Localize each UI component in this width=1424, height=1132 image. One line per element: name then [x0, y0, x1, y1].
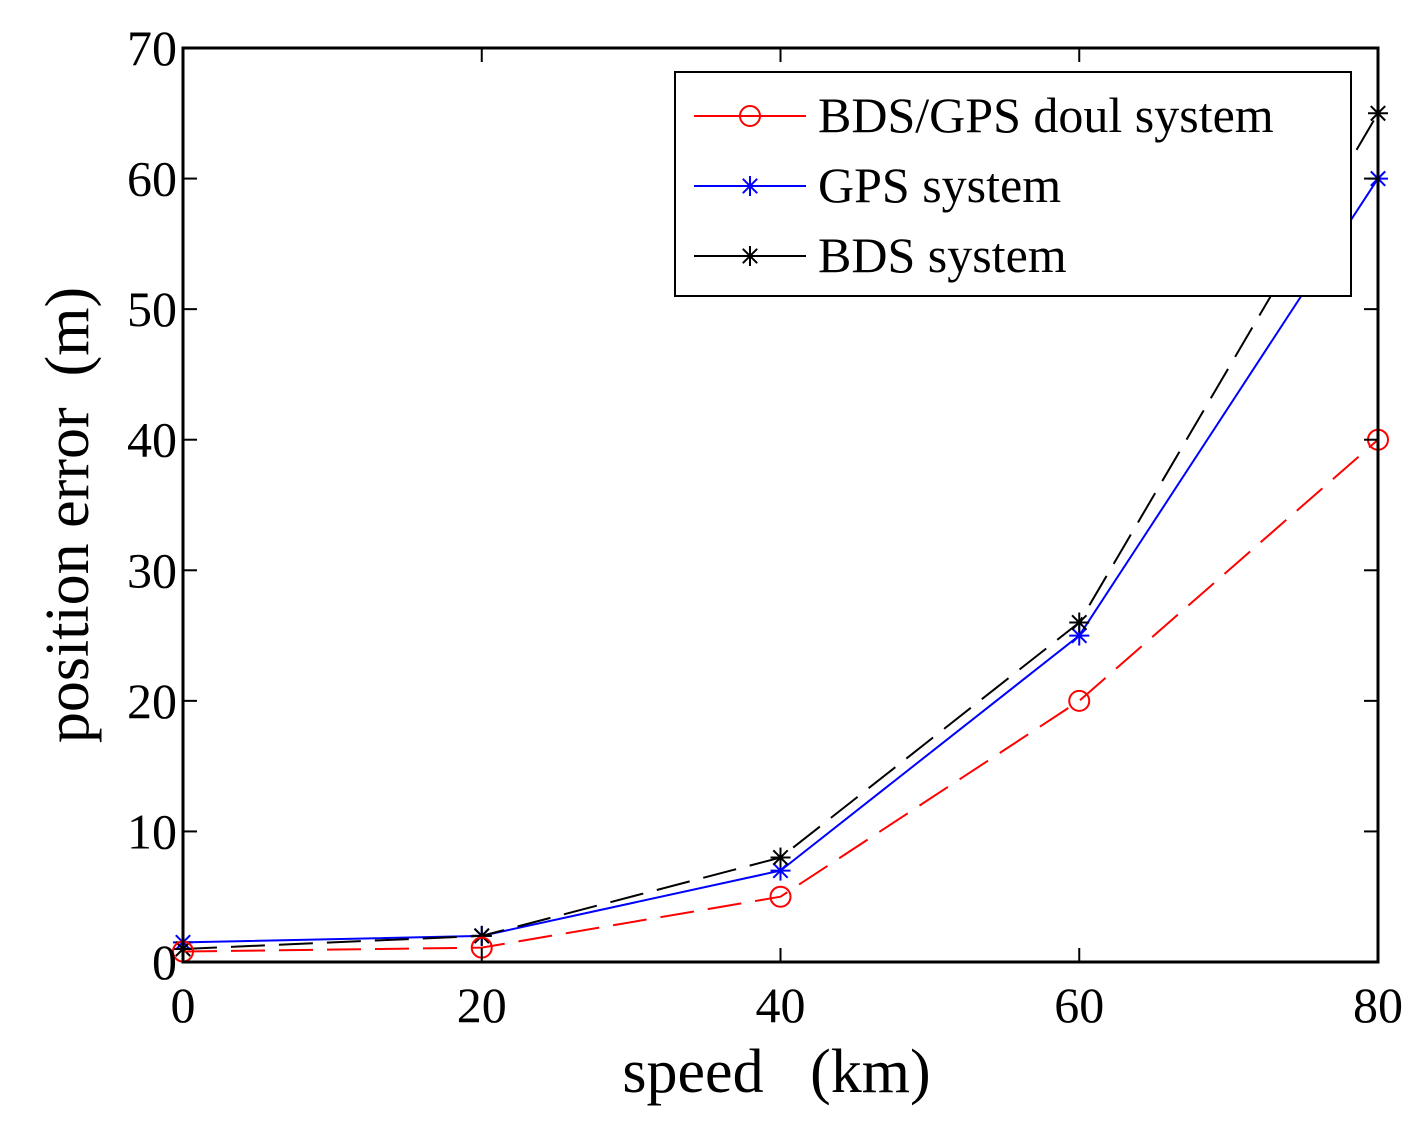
legend-label: GPS system: [818, 157, 1061, 213]
x-axis-title: speed (km): [622, 1038, 930, 1106]
legend-box: [674, 71, 1352, 297]
legend-entry: BDS/GPS doul system: [694, 87, 1274, 143]
data-point: [1069, 612, 1090, 633]
series-2: [173, 103, 1388, 959]
series-layer: [172, 103, 1389, 963]
y-axis-title: position error (m): [34, 287, 102, 743]
legend-label: BDS/GPS doul system: [818, 87, 1274, 143]
legend-marker: [740, 246, 760, 266]
y-tick-label: 50: [127, 281, 177, 337]
data-point: [1068, 689, 1091, 712]
x-tick-label: 80: [1353, 977, 1403, 1033]
y-tick-label: 60: [127, 151, 177, 207]
x-tick-label: 60: [1054, 977, 1104, 1033]
y-tick-label: 20: [127, 673, 177, 729]
x-tick-label: 40: [756, 977, 806, 1033]
y-tick-label: 30: [127, 542, 177, 598]
legend-entry: GPS system: [694, 157, 1061, 213]
data-point: [471, 925, 492, 946]
y-tick-label: 10: [127, 803, 177, 859]
x-tick-label: 0: [171, 977, 196, 1033]
data-point: [1069, 625, 1090, 646]
axis-ticks: 0 20 40 60 80 0 10 20 30 40 50 60 70: [127, 20, 1403, 1033]
legend-marker: [739, 105, 761, 127]
x-tick-label: 20: [457, 977, 507, 1033]
data-point: [770, 847, 791, 868]
legend-marker: [740, 176, 760, 196]
data-point: [769, 885, 792, 908]
y-tick-label: 0: [152, 934, 177, 990]
y-tick-label: 70: [127, 20, 177, 76]
legend: BDS/GPS doul system GPS system BDS system: [674, 71, 1352, 297]
legend-entry: BDS system: [694, 227, 1067, 283]
series-line: [182, 438, 1379, 953]
legend-label: BDS system: [818, 227, 1067, 283]
y-tick-label: 40: [127, 412, 177, 468]
